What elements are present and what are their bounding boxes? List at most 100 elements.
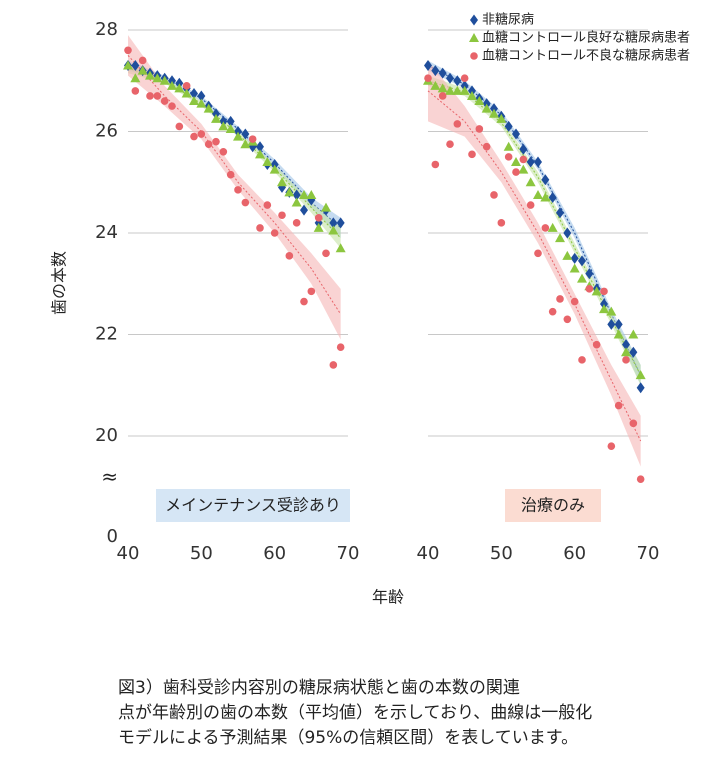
data-point [138, 56, 147, 65]
data-point [285, 252, 294, 260]
x-tick-label: 40 [117, 543, 140, 564]
y-tick-label: 20 [95, 425, 118, 446]
data-point [519, 155, 528, 164]
data-point [219, 148, 228, 156]
data-point [563, 227, 572, 239]
panel-label: メインテナンス受診あり [165, 496, 341, 515]
data-point [636, 382, 645, 394]
data-point [629, 419, 638, 428]
data-point [622, 356, 630, 364]
data-point [556, 295, 564, 303]
data-point [167, 80, 177, 90]
data-point [453, 120, 462, 128]
data-point [336, 343, 345, 351]
data-point [468, 85, 476, 97]
data-point [585, 268, 594, 280]
confidence-band [128, 35, 341, 340]
data-point [548, 307, 557, 316]
data-point [190, 87, 198, 99]
data-point [234, 186, 242, 194]
data-point [123, 60, 133, 70]
data-point [270, 229, 279, 237]
x-tick-label: 70 [637, 543, 660, 564]
data-point [153, 92, 162, 100]
data-point [622, 339, 630, 351]
data-point [614, 401, 623, 410]
data-point [241, 128, 250, 140]
data-point [562, 250, 573, 260]
data-point [300, 297, 308, 306]
data-point [174, 83, 185, 93]
data-point [270, 158, 279, 170]
data-point [460, 74, 469, 83]
data-point [329, 361, 338, 369]
data-point [212, 108, 220, 120]
data-point [226, 170, 235, 179]
data-point [600, 298, 608, 310]
data-point [578, 356, 586, 364]
data-point [263, 201, 272, 209]
caption-line: 点が年齢別の歯の本数（平均値）を示しており、曲線は一般化 [118, 703, 592, 723]
data-point [474, 96, 485, 106]
data-point [329, 217, 338, 229]
confidence-band [428, 60, 641, 467]
data-point [241, 198, 250, 207]
x-tick-label: 60 [263, 543, 286, 564]
y-axis-label: 歯の本数 [50, 251, 69, 315]
data-point [490, 191, 498, 199]
data-point [131, 87, 140, 95]
data-point [629, 346, 638, 358]
data-point [548, 191, 557, 203]
data-point [226, 115, 235, 127]
data-point [314, 213, 323, 222]
data-point [299, 189, 309, 199]
y-tick-label: 24 [95, 222, 118, 243]
data-point [635, 370, 646, 380]
x-tick-label: 60 [563, 543, 586, 564]
data-point [291, 197, 302, 207]
x-axis-label: 年齢 [372, 588, 404, 607]
data-point [534, 249, 542, 258]
data-point [438, 67, 447, 79]
data-point [437, 83, 448, 93]
data-point [146, 92, 154, 100]
data-point [606, 306, 617, 316]
data-point [152, 73, 163, 83]
data-point [190, 132, 198, 141]
data-point [591, 286, 602, 296]
data-point [196, 98, 207, 108]
x-tick-label: 40 [417, 543, 440, 564]
data-point [335, 243, 346, 253]
data-point [269, 164, 280, 174]
data-point [533, 189, 543, 199]
data-point [168, 75, 176, 87]
data-point [306, 189, 317, 199]
data-point [234, 126, 242, 137]
data-point [621, 347, 631, 357]
data-point [607, 318, 616, 330]
data-point [547, 222, 558, 232]
x-tick-label: 50 [490, 543, 513, 564]
y-tick-label: 0 [107, 526, 118, 547]
data-point [563, 315, 572, 324]
data-point [160, 97, 169, 105]
data-point [467, 90, 477, 100]
data-point [468, 150, 476, 159]
y-tick-label: 26 [95, 121, 118, 142]
data-point [424, 60, 432, 72]
data-point [482, 142, 491, 151]
data-point [233, 131, 243, 141]
panel-label-box [156, 489, 350, 522]
data-point [431, 65, 440, 77]
data-point [438, 92, 447, 100]
data-point [292, 189, 301, 201]
legend-marker [470, 52, 478, 60]
data-point [569, 263, 580, 273]
data-point [453, 75, 462, 87]
data-point [212, 137, 220, 146]
axis-break: ≈ [101, 465, 118, 489]
data-point [578, 255, 586, 267]
data-point [570, 297, 579, 306]
data-point [636, 475, 645, 483]
